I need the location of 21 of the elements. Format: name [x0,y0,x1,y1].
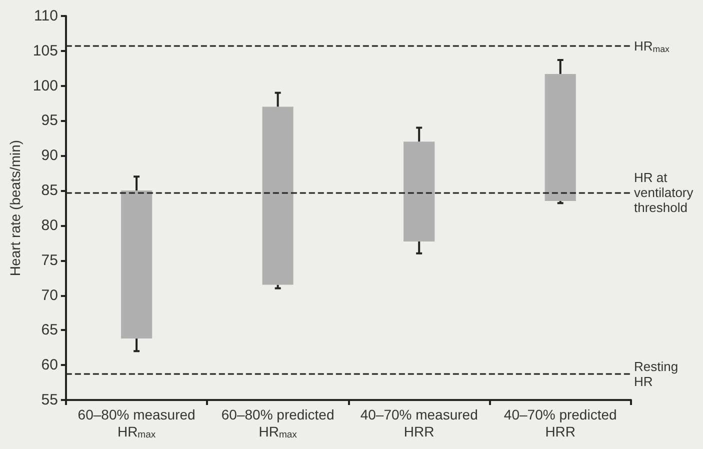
y-tick-label: 90 [41,147,58,164]
y-axis-title: Heart rate (beats/min) [7,140,23,276]
bar [544,74,576,202]
x-tick-label: 40–70% predicted HRR [504,406,617,440]
y-tick-label: 110 [34,8,58,24]
ref-line-label: HR at ventilatory threshold [634,170,694,216]
bar [262,106,294,285]
y-tick-label: 70 [41,286,58,304]
y-tick-label: 65 [41,322,58,339]
bar [404,142,435,242]
y-tick-label: 55 [41,392,58,408]
y-tick-label: 75 [41,252,58,269]
y-tick-label: 60 [41,356,58,374]
ref-line-label: Resting HR [634,359,678,390]
y-tick-label: 85 [41,182,58,200]
y-tick-label: 105 [32,42,58,60]
x-tick-label: 40–70% measured HRR [360,406,478,440]
y-tick-label: 100 [32,77,58,94]
y-tick-label: 95 [41,112,58,130]
y-tick-label: 80 [41,216,58,234]
bar [121,190,152,339]
